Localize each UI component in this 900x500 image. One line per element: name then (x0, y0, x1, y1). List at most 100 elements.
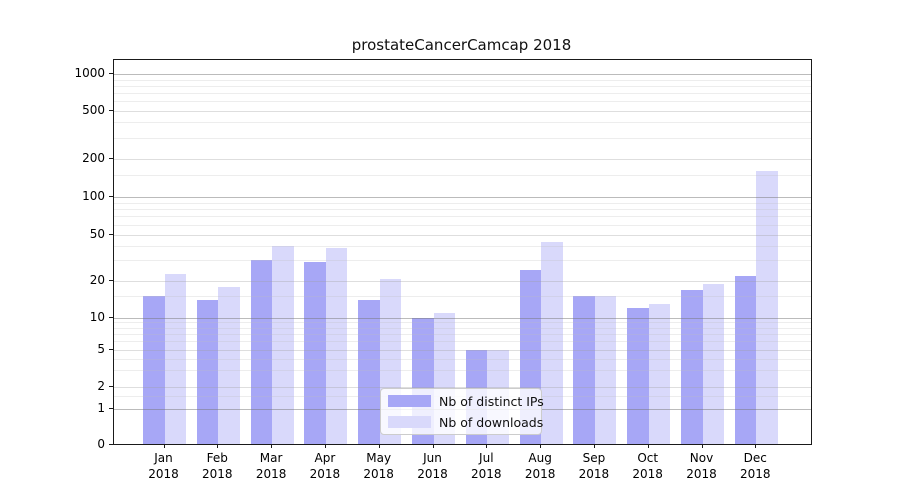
gridline (114, 296, 811, 298)
gridline (114, 386, 811, 388)
gridline (114, 224, 811, 226)
y-tick-label: 20 (89, 273, 105, 287)
bar-distinct-ips-apr (304, 262, 326, 444)
y-tick-label: 2 (97, 378, 105, 393)
gridline (114, 79, 811, 81)
bar-distinct-ips-dec (734, 276, 757, 444)
bar-distinct-ips-oct (627, 307, 649, 444)
gridline (114, 322, 811, 324)
legend: Nb of distinct IPs Nb of downloads (380, 388, 544, 435)
x-tick-label-nov: Nov 2018 (686, 451, 717, 481)
gridline (114, 92, 811, 94)
legend-label-distinct-ips: Nb of distinct IPs (439, 393, 544, 409)
gridline (114, 245, 811, 247)
y-tick-label: 0 (97, 436, 105, 451)
x-tick-label-apr: Apr 2018 (309, 451, 341, 481)
x-tick-mark (324, 444, 326, 448)
y-tick-mark (109, 443, 113, 445)
bar-downloads-oct (648, 303, 671, 444)
gridline (114, 122, 811, 124)
x-tick-label-oct: Oct 2018 (632, 451, 663, 481)
x-tick-mark (701, 444, 703, 448)
bar-downloads-dec (756, 171, 778, 444)
x-tick-mark (271, 444, 273, 448)
y-tick-label: 50 (89, 226, 105, 241)
legend-swatch-distinct-ips (388, 395, 431, 407)
gridline (114, 349, 811, 351)
y-tick-mark (109, 73, 113, 74)
gridline (114, 74, 811, 75)
legend-swatch-downloads (388, 416, 431, 428)
chart-title: prostateCancerCamcap 2018 (351, 36, 572, 54)
gridline (114, 341, 811, 343)
y-tick-label: 5 (97, 341, 105, 356)
x-tick-label-aug: Aug 2018 (524, 451, 556, 481)
x-tick-mark (486, 444, 488, 448)
bar-downloads-apr (325, 248, 348, 444)
x-tick-label-jun: Jun 2018 (417, 451, 448, 481)
bar-downloads-sep (594, 296, 617, 444)
y-tick-mark (109, 280, 113, 281)
x-tick-label-dec: Dec 2018 (740, 451, 771, 481)
x-tick-mark (593, 444, 595, 448)
gridline (114, 327, 811, 329)
x-tick-mark (378, 444, 380, 448)
x-tick-label-jan: Jan 2018 (148, 451, 179, 481)
bar-downloads-nov (702, 283, 724, 444)
gridline (114, 334, 811, 335)
gridline (114, 202, 811, 204)
plot-area (113, 59, 812, 445)
bar-downloads-mar (272, 245, 294, 444)
y-tick-label: 100 (82, 189, 105, 203)
gridline (114, 358, 811, 360)
x-tick-mark (540, 444, 542, 448)
gridline (114, 137, 811, 139)
y-tick-label: 200 (82, 151, 105, 165)
gridline (114, 209, 811, 211)
x-tick-mark (217, 444, 219, 448)
bar-distinct-ips-nov (681, 289, 703, 444)
x-tick-label-jul: Jul 2018 (471, 451, 502, 481)
y-tick-mark (109, 233, 113, 235)
bar-downloads-feb (218, 286, 240, 444)
y-tick-label: 10 (89, 309, 105, 324)
bar-distinct-ips-feb (196, 299, 219, 444)
legend-item-downloads: Nb of downloads (381, 413, 544, 431)
y-tick-label: 1 (97, 400, 105, 415)
gridline (114, 197, 811, 198)
x-tick-label-feb: Feb 2018 (202, 451, 233, 481)
y-tick-mark (109, 407, 113, 409)
x-tick-mark (432, 444, 434, 448)
y-tick-mark (109, 109, 113, 111)
y-tick-mark (109, 348, 113, 350)
bar-downloads-aug (541, 242, 563, 444)
x-tick-label-sep: Sep 2018 (578, 451, 610, 481)
bar-downloads-jan (164, 273, 186, 444)
x-tick-label-mar: Mar 2018 (255, 451, 287, 481)
bar-distinct-ips-mar (250, 260, 273, 444)
bar-distinct-ips-may (358, 299, 380, 444)
gridline (114, 174, 811, 176)
y-tick-label: 1000 (74, 66, 105, 80)
y-tick-mark (109, 158, 113, 159)
y-tick-mark (109, 196, 113, 197)
gridline (114, 85, 811, 87)
bar-distinct-ips-jan (143, 296, 165, 444)
gridline (114, 216, 811, 218)
y-tick-mark (109, 316, 113, 318)
gridline (114, 110, 811, 112)
gridline (114, 234, 811, 236)
legend-label-downloads: Nb of downloads (439, 414, 544, 430)
y-tick-mark (109, 385, 113, 387)
legend-item-distinct-ips: Nb of distinct IPs (381, 392, 544, 410)
bar-distinct-ips-sep (573, 296, 595, 444)
gridline (114, 281, 811, 282)
gridline (114, 370, 811, 372)
x-tick-mark (163, 444, 165, 448)
gridline (114, 317, 811, 319)
gridline (114, 159, 811, 160)
x-tick-mark (755, 444, 757, 448)
x-tick-mark (647, 444, 649, 448)
x-tick-label-may: May 2018 (363, 451, 394, 481)
